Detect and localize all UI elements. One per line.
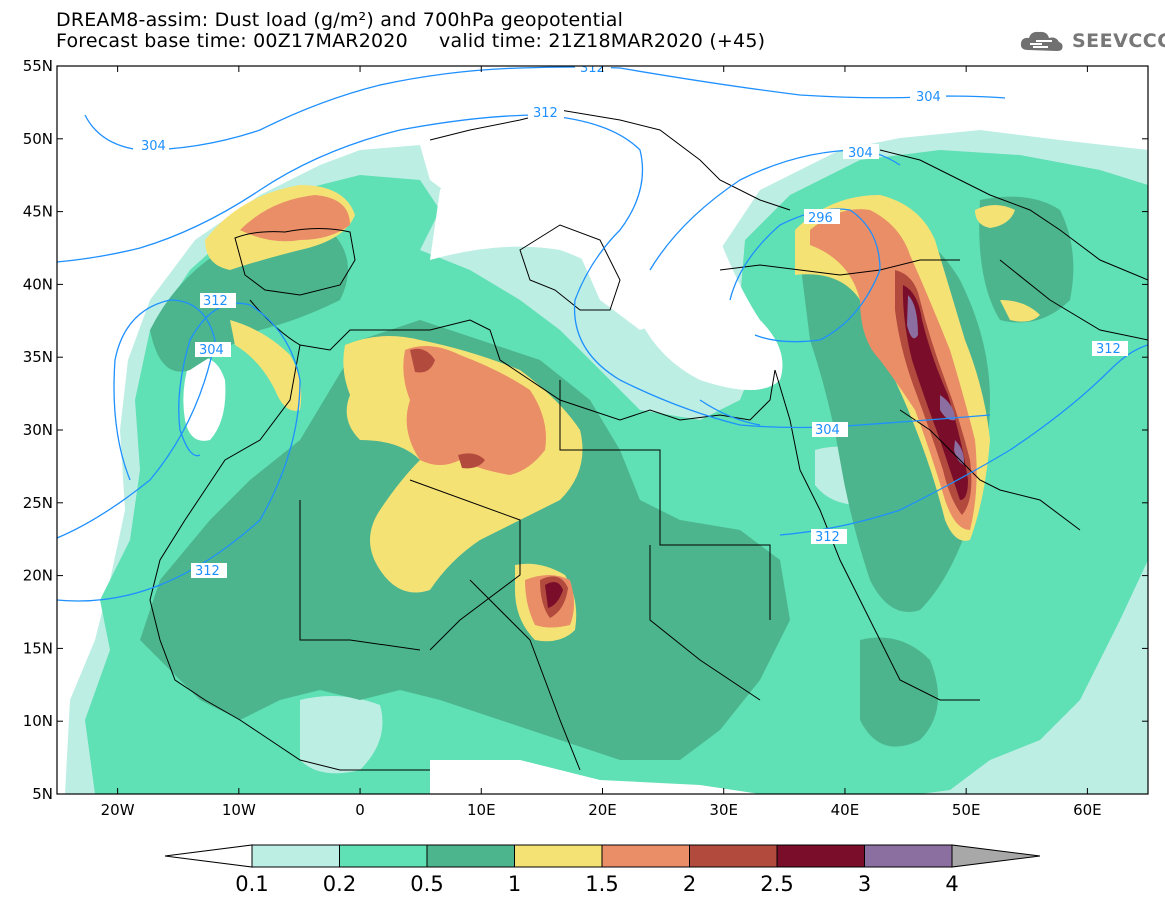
colorbar-swatch [689,844,778,868]
contour-label: 304 [815,423,840,438]
dust-free-sahel [430,760,760,794]
dust-free-gulf-of-guinea [300,696,383,774]
dust-level-2-5-iraq [902,285,968,500]
dust-level-2-libya [458,453,485,469]
forecast-time-line: Forecast base time: 00Z17MAR2020 valid t… [56,30,766,52]
colorbar-label: 4 [945,872,958,896]
lon-tick-label: 40E [831,801,860,819]
colorbar-swatch [864,844,953,868]
contour-label: 304 [916,90,941,105]
dust-level-1-kazakh [975,205,1015,228]
colorbar-label: 0.1 [235,872,268,896]
cloud-icon [1020,31,1063,51]
colorbar-swatch [776,844,865,868]
lon-tick-label: 50E [952,801,981,819]
colorbar-swatch [601,844,690,868]
dust-field: 304 312 304 304 312 304 296 304 312 312 … [57,61,1148,794]
lon-tick-label: 20E [588,801,617,819]
dust-level-0-5-iberia [150,226,348,372]
contour-label: 312 [580,61,605,76]
lat-tick-label: 5N [32,785,53,803]
lon-tick-label: 20W [101,801,135,819]
lat-tick-label: 40N [23,275,53,293]
geopotential-contours [57,66,1148,602]
seevccc-logo: SEEVCCC [1018,26,1165,56]
dust-level-2-5-chad [545,581,563,608]
lat-tick-label: 20N [23,567,53,585]
lat-tick-label: 30N [23,421,53,439]
borders [149,109,1148,771]
colorbar-label: 1.5 [585,872,618,896]
contour-label: 312 [1096,342,1121,357]
map-title: DREAM8-assim: Dust load (g/m²) and 700hP… [56,9,624,31]
colorbar-swatch [514,844,603,868]
dust-level-3-kuwait [940,395,955,421]
logo-text: SEEVCCC [1072,30,1165,52]
latitude-axis: 55N 50N 45N 40N 35N 30N 25N 20N 15N 10N 5N [23,57,1148,803]
contour-label: 304 [199,343,224,358]
contour-label: 304 [141,139,166,154]
lon-tick-label: 10W [222,801,256,819]
dust-level-1-5-algeria [403,346,546,475]
lon-tick-label: 30E [709,801,738,819]
colorbar-label: 0.5 [410,872,443,896]
dust-free-mediterranean [430,140,783,390]
contour-label: 304 [848,146,873,161]
colorbar-label: 0.2 [323,872,356,896]
colorbar-arrow-high [951,844,1041,868]
contour-label: 296 [808,211,833,226]
lat-tick-label: 35N [23,348,53,366]
contour-label: 312 [195,564,220,579]
dust-level-1-iran [1000,300,1040,322]
dust-level-0-5-caspian [979,196,1074,323]
colorbar-label: 3 [858,872,871,896]
colorbar-swatch [426,844,515,868]
colorbar-swatch [339,844,428,868]
lon-tick-label: 60E [1073,801,1102,819]
lat-tick-label: 10N [23,712,53,730]
dust-free-atlantic [183,357,226,441]
colorbar-arrow-low [164,844,253,868]
lon-tick-label: 10E [467,801,496,819]
contour-label: 312 [203,294,228,309]
lat-tick-label: 15N [23,639,53,657]
dust-level-1-5-spain [240,195,350,242]
lat-tick-label: 45N [23,203,53,221]
lon-tick-label: 0 [355,801,365,819]
dust-level-1-morocco [230,320,302,411]
contour-label: 312 [533,106,558,121]
contour-label: 312 [815,530,840,545]
lat-tick-label: 55N [23,57,53,75]
dust-level-3-gulf [954,440,965,465]
colorbar-swatch [251,844,340,868]
dust-level-3-iraq [907,295,918,339]
longitude-axis: 20W 10W 0 10E 20E 30E 40E 50E 60E [101,66,1102,819]
lat-tick-label: 25N [23,494,53,512]
lat-tick-label: 50N [23,130,53,148]
colorbar-label: 1 [508,872,521,896]
dust-level-0-5-ethiopia [860,637,938,747]
colorbar-label: 2 [683,872,696,896]
colorbar-label: 2.5 [760,872,793,896]
contour-labels: 304 312 304 304 312 304 296 304 312 312 … [133,61,1128,579]
dust-level-2-algeria [410,348,435,373]
colorbar: 0.1 0.2 0.5 1 1.5 2 2.5 3 4 [164,844,1041,896]
dust-level-1-5-turkey [810,209,977,530]
